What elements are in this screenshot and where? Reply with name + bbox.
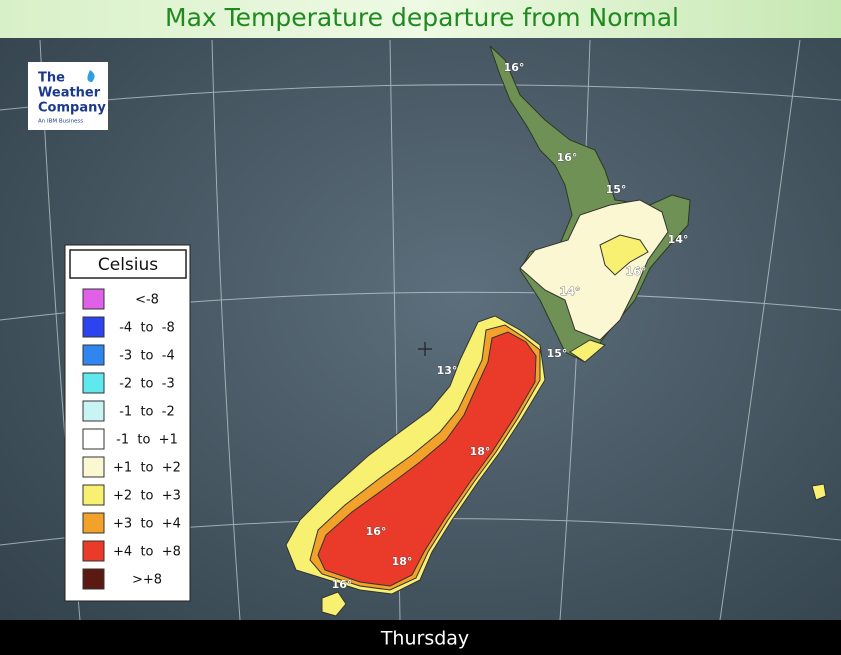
legend-label: -2 to -3 — [119, 377, 175, 392]
temperature-label: 14° — [560, 285, 581, 298]
logo-text: The — [38, 71, 65, 86]
legend-swatch — [82, 428, 105, 450]
legend-swatch — [82, 344, 105, 366]
legend-swatch — [82, 512, 105, 534]
legend-swatch — [82, 484, 105, 506]
warm-area — [569, 339, 606, 363]
temperature-label: 18° — [470, 445, 491, 458]
legend-label: >+8 — [132, 573, 162, 588]
hottest-area — [317, 331, 537, 587]
legend-swatch — [82, 316, 105, 338]
temperature-labels: 16° 16° 15° 14° 16° 14° 15° 13° 18° 16° 18° 16° — [331, 61, 689, 592]
legend-label: -1 to +1 — [116, 433, 178, 448]
legend-items: <-8 -4 to -8 -3 to -4 -2 to -3 -1 to -2 -1 to… — [82, 288, 181, 590]
logo — [28, 62, 108, 130]
footer-bar — [0, 620, 841, 655]
logo-text: Company — [38, 101, 106, 116]
legend-label: -4 to -8 — [119, 321, 175, 336]
logo-drop — [87, 70, 95, 82]
header-bar — [0, 0, 841, 38]
legend-label: +4 to +8 — [113, 545, 181, 560]
temperature-label: 16° — [504, 61, 525, 74]
logo-text: Weather — [38, 86, 101, 101]
temperature-label: 15° — [606, 183, 627, 196]
legend-title: Celsius — [98, 255, 158, 275]
legend-label: <-8 — [135, 293, 159, 308]
temperature-label: 16° — [366, 525, 387, 538]
temperature-label: 13° — [437, 364, 458, 377]
legend-label: +2 to +3 — [113, 489, 181, 504]
temperature-label: 16° — [626, 265, 647, 278]
crosshair — [418, 342, 432, 356]
temperature-label: 16° — [332, 578, 353, 591]
legend-swatch — [82, 372, 105, 394]
temperature-label: 15° — [547, 347, 568, 360]
legend-swatch — [82, 456, 105, 478]
temperature-label: 18° — [392, 555, 413, 568]
day-label: Thursday — [380, 628, 469, 650]
temperature-label: 14° — [668, 233, 689, 246]
stewart-island — [321, 591, 347, 617]
legend-title-box — [69, 249, 187, 279]
chatham-islands — [811, 483, 827, 501]
title: Max Temperature departure from Normal — [165, 3, 679, 32]
legend-label: -1 to -2 — [119, 405, 175, 420]
legend-swatch — [82, 568, 105, 590]
warm-area — [599, 234, 649, 276]
legend-label: -3 to -4 — [119, 349, 175, 364]
logo-text: An IBM Business — [38, 119, 83, 125]
legend-label: +1 to +2 — [113, 461, 181, 476]
temperature-label: 16° — [557, 151, 578, 164]
legend-swatch — [82, 400, 105, 422]
legend-swatch — [82, 540, 105, 562]
legend-swatch — [82, 288, 105, 310]
warm-area — [519, 199, 669, 341]
legend-label: +3 to +4 — [113, 517, 181, 532]
